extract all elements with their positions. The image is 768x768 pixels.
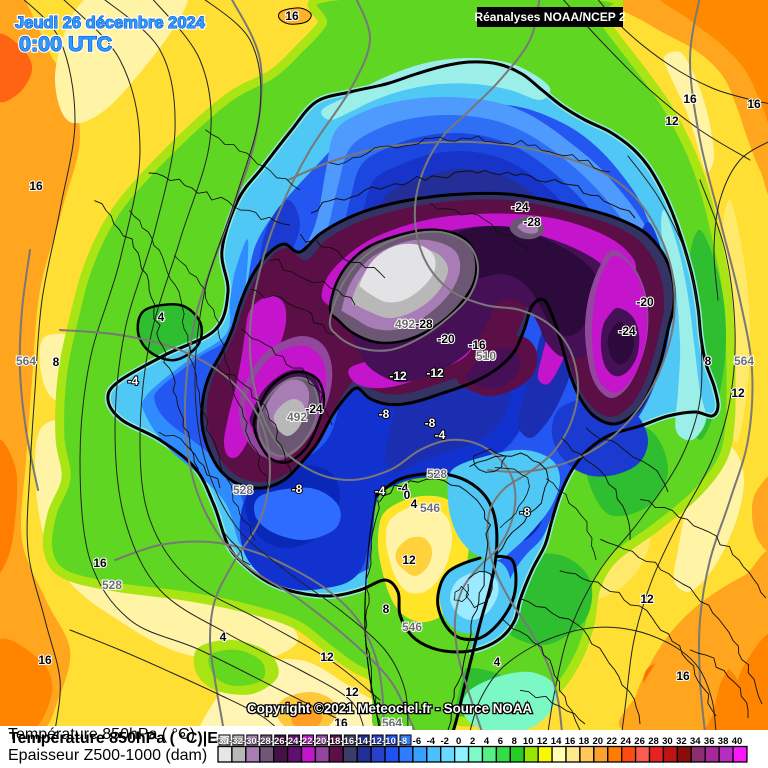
svg-text:-32: -32 — [229, 736, 243, 747]
svg-text:546: 546 — [402, 620, 422, 634]
svg-text:-2: -2 — [440, 736, 448, 747]
svg-text:22: 22 — [607, 736, 618, 747]
svg-text:-4: -4 — [398, 481, 409, 495]
svg-text:16: 16 — [747, 97, 761, 111]
svg-text:-24: -24 — [285, 736, 299, 747]
svg-text:Réanalyses NOAA/NCEP 2: Réanalyses NOAA/NCEP 2 — [474, 10, 626, 24]
svg-text:-26: -26 — [271, 736, 285, 747]
svg-text:16: 16 — [565, 736, 576, 747]
svg-text:24: 24 — [620, 736, 631, 747]
svg-text:12: 12 — [320, 650, 334, 664]
svg-text:-6: -6 — [413, 736, 421, 747]
svg-text:12: 12 — [640, 592, 654, 606]
svg-text:-16: -16 — [468, 338, 486, 352]
svg-text:4: 4 — [220, 630, 227, 644]
svg-text:-14: -14 — [354, 736, 368, 747]
svg-text:-4: -4 — [128, 374, 139, 388]
svg-text:40: 40 — [732, 736, 743, 747]
svg-text:20: 20 — [593, 736, 604, 747]
svg-text:-34: -34 — [215, 736, 229, 747]
svg-text:32: 32 — [676, 736, 687, 747]
svg-text:528: 528 — [233, 483, 253, 497]
svg-text:492: 492 — [287, 410, 307, 424]
svg-text:-24: -24 — [305, 402, 323, 416]
svg-text:8: 8 — [53, 355, 60, 369]
svg-text:Température 850hPa ( °C)|E: Température 850hPa ( °C)|E — [9, 730, 218, 747]
svg-text:14: 14 — [551, 736, 562, 747]
svg-text:2: 2 — [470, 736, 475, 747]
svg-text:30: 30 — [662, 736, 673, 747]
svg-text:36: 36 — [704, 736, 715, 747]
svg-text:16: 16 — [285, 9, 299, 23]
svg-text:-12: -12 — [368, 736, 382, 747]
svg-text:4: 4 — [484, 736, 490, 747]
svg-text:-4: -4 — [435, 428, 446, 442]
svg-text:528: 528 — [427, 467, 447, 481]
svg-text:-12: -12 — [426, 366, 444, 380]
svg-text:4: 4 — [158, 310, 165, 324]
svg-text:16: 16 — [29, 179, 43, 193]
svg-text:16: 16 — [676, 669, 690, 683]
svg-text:12: 12 — [402, 553, 416, 567]
svg-text:12: 12 — [345, 685, 359, 699]
svg-text:0:00 UTC: 0:00 UTC — [19, 32, 112, 56]
svg-text:-30: -30 — [243, 736, 257, 747]
svg-text:4: 4 — [411, 497, 418, 511]
svg-text:16: 16 — [38, 653, 52, 667]
svg-text:-8: -8 — [520, 505, 531, 519]
svg-text:564: 564 — [16, 354, 36, 368]
svg-text:-20: -20 — [636, 295, 654, 309]
svg-text:Température 850hPa ( °C): Température 850hPa ( °C) — [8, 726, 195, 743]
svg-text:-18: -18 — [327, 736, 341, 747]
svg-text:28: 28 — [648, 736, 659, 747]
svg-text:6: 6 — [498, 736, 503, 747]
svg-text:-8: -8 — [425, 416, 436, 430]
svg-text:-4: -4 — [375, 484, 386, 498]
svg-text:-24: -24 — [511, 200, 529, 214]
svg-text:528: 528 — [102, 578, 122, 592]
svg-text:16: 16 — [683, 92, 697, 106]
svg-text:26: 26 — [634, 736, 645, 747]
svg-text:-8: -8 — [292, 482, 303, 496]
svg-text:34: 34 — [690, 736, 701, 747]
svg-text:-22: -22 — [299, 736, 313, 747]
svg-text:Copyright ©2021 Meteociel.fr -: Copyright ©2021 Meteociel.fr - Source NO… — [247, 701, 533, 716]
svg-text:-28: -28 — [415, 317, 433, 331]
svg-text:8: 8 — [383, 602, 390, 616]
svg-text:18: 18 — [579, 736, 590, 747]
svg-text:0:00 UTC: 0:00 UTC — [19, 32, 112, 56]
svg-text:-12: -12 — [389, 369, 407, 383]
svg-text:12: 12 — [731, 386, 745, 400]
svg-text:8: 8 — [512, 736, 517, 747]
svg-text:-8: -8 — [399, 736, 407, 747]
svg-text:-20: -20 — [313, 736, 327, 747]
svg-text:-4: -4 — [427, 736, 436, 747]
svg-text:Epaisseur Z500-1000 (dam): Epaisseur Z500-1000 (dam) — [8, 747, 207, 764]
svg-text:-16: -16 — [340, 736, 354, 747]
svg-text:4: 4 — [494, 655, 501, 669]
svg-text:-24: -24 — [618, 324, 636, 338]
svg-text:16: 16 — [93, 556, 107, 570]
svg-text:Jeudi 26 décembre 2024: Jeudi 26 décembre 2024 — [15, 14, 206, 32]
svg-text:38: 38 — [718, 736, 729, 747]
svg-text:0: 0 — [404, 488, 411, 502]
svg-text:510: 510 — [476, 349, 496, 363]
svg-text:546: 546 — [420, 501, 440, 515]
svg-text:8: 8 — [705, 354, 712, 368]
svg-text:12: 12 — [665, 114, 679, 128]
svg-text:492: 492 — [395, 317, 415, 331]
svg-text:Jeudi 26 décembre 2024: Jeudi 26 décembre 2024 — [15, 14, 206, 32]
svg-text:-28: -28 — [257, 736, 271, 747]
svg-text:-20: -20 — [437, 332, 455, 346]
svg-text:-8: -8 — [379, 407, 390, 421]
svg-text:10: 10 — [523, 736, 534, 747]
svg-text:0: 0 — [456, 736, 461, 747]
svg-text:-28: -28 — [523, 215, 541, 229]
svg-text:564: 564 — [734, 354, 754, 368]
svg-text:-10: -10 — [382, 736, 396, 747]
svg-text:12: 12 — [537, 736, 548, 747]
